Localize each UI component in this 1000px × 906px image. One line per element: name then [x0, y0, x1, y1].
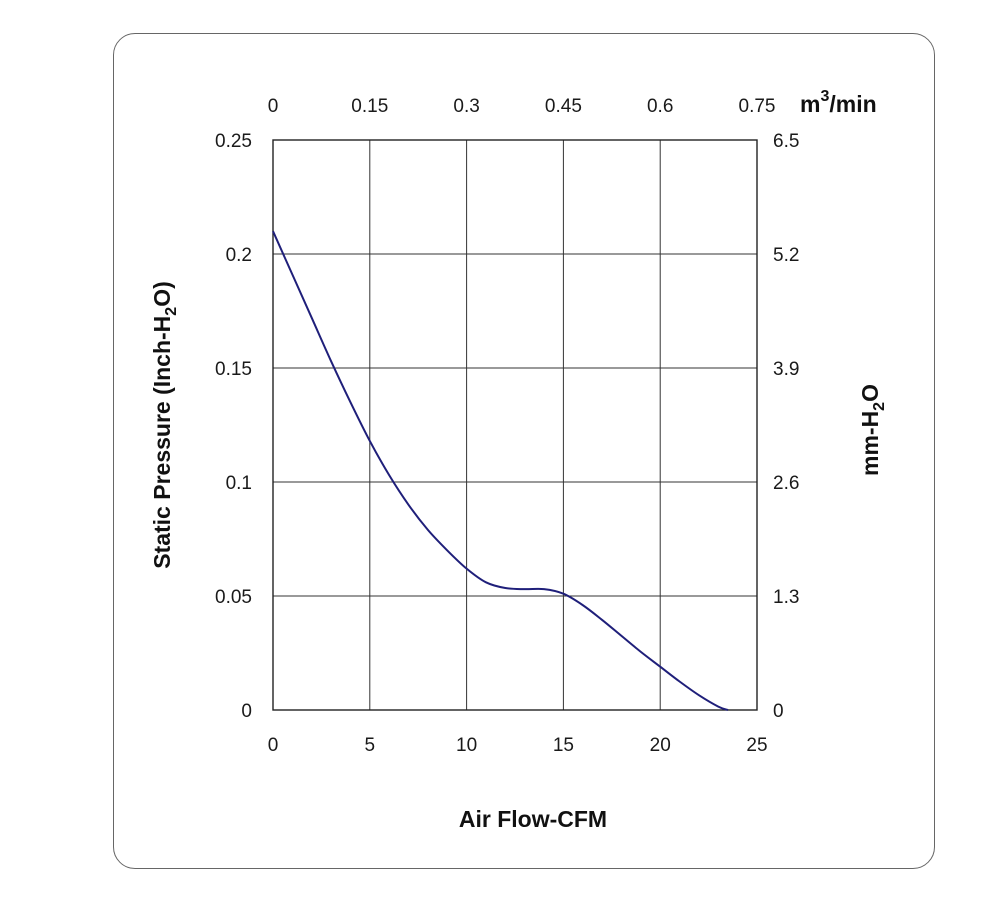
- y2-tick-label: 1.3: [773, 587, 799, 608]
- x2-tick-label: 0.45: [545, 96, 582, 117]
- x-tick-label: 10: [456, 735, 477, 756]
- y-tick-label: 0.15: [215, 359, 252, 380]
- x-axis-title: Air Flow-CFM: [459, 806, 607, 832]
- x-tick-label: 25: [746, 735, 767, 756]
- x-tick-label: 15: [553, 735, 574, 756]
- y2-axis-title: mm-H2O: [857, 384, 888, 476]
- y2-tick-label: 0: [773, 701, 784, 722]
- x2-axis-title: m3/min: [800, 88, 877, 117]
- x2-tick-label: 0: [268, 96, 279, 117]
- y2-tick-label: 2.6: [773, 473, 799, 494]
- y-axis-title: Static Pressure (Inch-H2O): [149, 281, 180, 569]
- y-tick-label: 0.05: [215, 587, 252, 608]
- y-tick-label: 0: [241, 701, 252, 722]
- chart-frame: [113, 33, 935, 869]
- x-tick-label: 5: [365, 735, 376, 756]
- y2-tick-label: 3.9: [773, 359, 799, 380]
- plot-border: [272, 139, 758, 711]
- x-tick-label: 20: [650, 735, 671, 756]
- x-tick-label: 0: [268, 735, 279, 756]
- x2-tick-label: 0.3: [453, 96, 479, 117]
- y-tick-label: 0.25: [215, 131, 252, 152]
- y2-tick-label: 5.2: [773, 245, 799, 266]
- x2-tick-label: 0.6: [647, 96, 673, 117]
- y-tick-label: 0.2: [226, 245, 252, 266]
- tick-labels: 0 5 10 15 20 25 0 0.15 0.3 0.45 0.6 0.75 0 0.05 0.1 0.1…: [215, 96, 799, 756]
- x2-tick-label: 0.75: [739, 96, 776, 117]
- y2-tick-label: 6.5: [773, 131, 799, 152]
- x2-tick-label: 0.15: [351, 96, 388, 117]
- series-line: [272, 230, 729, 711]
- grid: [273, 140, 757, 710]
- y-tick-label: 0.1: [226, 473, 252, 494]
